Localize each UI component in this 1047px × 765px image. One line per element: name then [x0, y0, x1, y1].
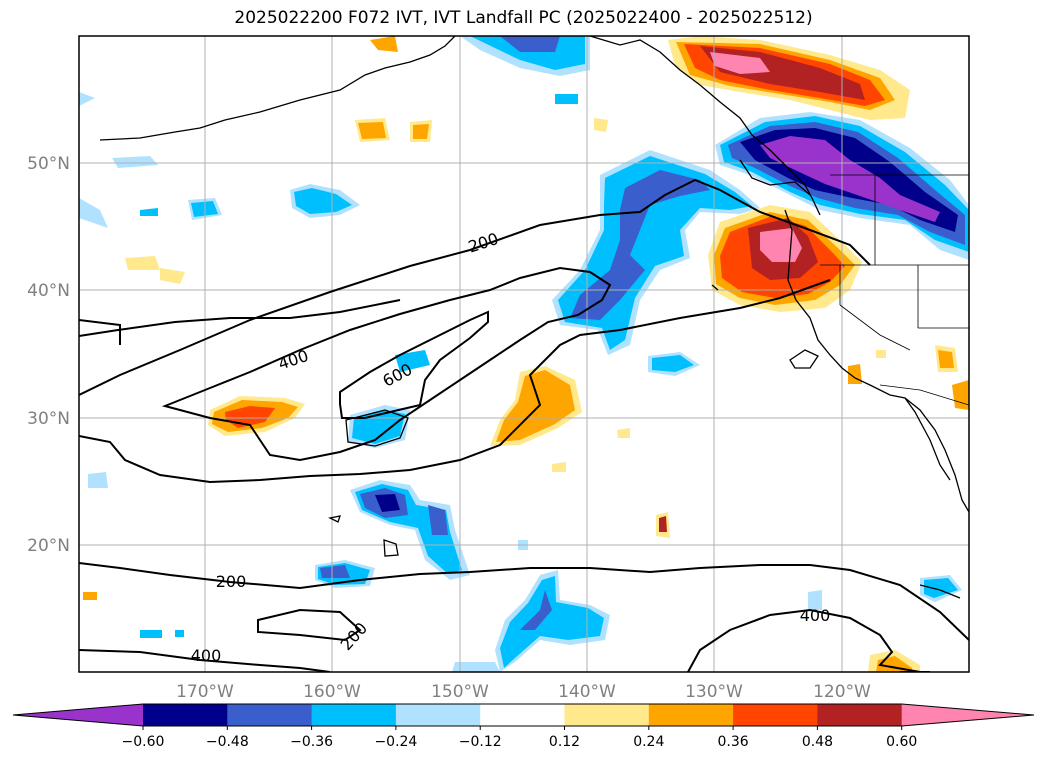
lon-label: 130°W — [685, 682, 743, 702]
pc-patch — [659, 516, 667, 532]
contour-400 — [79, 299, 401, 337]
pc-patch — [294, 188, 352, 214]
pc-patch — [160, 268, 185, 284]
colorbar-swatch — [143, 704, 228, 726]
colorbar-swatch — [648, 704, 734, 726]
negative-anomaly-patches — [79, 36, 969, 672]
contour-200 — [79, 279, 831, 484]
contour-200 — [79, 562, 969, 641]
pc-patch — [125, 256, 160, 270]
pc-patch — [140, 208, 158, 216]
lon-label: 160°W — [303, 682, 361, 702]
colorbar-tick-label: −0.12 — [459, 734, 502, 750]
colorbar-tick-label: −0.48 — [206, 734, 249, 750]
lat-label: 20°N — [27, 536, 70, 556]
pc-patch — [140, 630, 162, 638]
lat-label: 30°N — [27, 409, 70, 429]
contour-label: 200 — [337, 619, 372, 654]
pc-patch — [428, 505, 448, 535]
colorbar: −0.60 −0.48 −0.36 −0.24 −0.12 0.12 0.24 0.36 0.4… — [12, 703, 1035, 750]
pc-patch — [79, 198, 108, 228]
borders — [820, 174, 969, 406]
map-title: 2025022200 F072 IVT, IVT Landfall PC (20… — [234, 8, 813, 28]
lon-label: 170°W — [176, 682, 234, 702]
pc-patch — [83, 592, 97, 600]
contour-400 — [687, 608, 921, 672]
map-frame — [78, 35, 970, 673]
colorbar-swatch — [733, 704, 818, 726]
pc-patch — [496, 370, 575, 442]
colorbar-swatch — [817, 704, 903, 726]
pc-patch — [760, 136, 940, 222]
lat-label: 40°N — [27, 281, 70, 301]
pc-patch — [500, 576, 604, 668]
contour-label: 400 — [191, 646, 222, 665]
colorbar-tick-label: 0.12 — [549, 734, 580, 750]
pc-patch — [413, 124, 429, 139]
pc-patch — [876, 350, 886, 358]
pc-patch — [710, 52, 770, 74]
positive-anomaly-patches — [83, 36, 969, 672]
colorbar-tick-label: 0.60 — [886, 734, 917, 750]
colorbar-swatch — [395, 704, 481, 726]
pc-patch — [79, 92, 95, 106]
colorbar-swatch — [480, 704, 565, 726]
contour-label: 400 — [800, 606, 831, 625]
pc-patch — [112, 156, 158, 168]
pc-patch — [500, 36, 560, 52]
contour-labels: 200 400 600 200 200 400 400 — [191, 229, 831, 665]
colorbar-tick-label: −0.36 — [290, 734, 333, 750]
pc-patch — [952, 380, 969, 410]
ivt-contours — [79, 178, 969, 672]
colorbar-extend-min — [13, 704, 143, 726]
contour-400 — [79, 319, 121, 345]
pc-patch — [924, 578, 958, 598]
contour-label: 400 — [276, 346, 311, 374]
contour-200 — [79, 178, 871, 396]
pc-patch — [520, 590, 552, 630]
lat-label: 50°N — [27, 154, 70, 174]
contour-label: 200 — [216, 572, 247, 591]
pc-patch — [358, 122, 386, 139]
pc-patch — [88, 472, 108, 488]
contour-400 — [79, 649, 331, 672]
pc-patch — [395, 350, 430, 372]
colorbar-tick-label: −0.24 — [374, 734, 417, 750]
colorbar-tick-label: 0.24 — [633, 734, 664, 750]
contour-label: 200 — [466, 229, 501, 257]
pc-patch — [652, 355, 694, 372]
pc-patch — [175, 630, 184, 637]
colorbar-extend-max — [901, 704, 1034, 726]
pc-patch — [552, 462, 566, 472]
latitude-labels: 50°N 40°N 30°N 20°N — [27, 154, 70, 556]
colorbar-tick-label: 0.48 — [802, 734, 833, 750]
colorbar-swatch — [311, 704, 397, 726]
graticule — [79, 36, 969, 672]
pc-patch — [452, 662, 500, 672]
pc-patch — [808, 590, 822, 610]
pc-patch — [594, 118, 608, 132]
colorbar-swatch — [564, 704, 650, 726]
colorbar-swatch — [227, 704, 313, 726]
lon-label: 150°W — [431, 682, 489, 702]
map-content: 200 400 600 200 200 400 400 — [79, 36, 969, 672]
colorbar-tick-label: −0.60 — [122, 734, 165, 750]
longitude-labels: 170°W 160°W 150°W 140°W 130°W 120°W — [176, 682, 871, 702]
pc-patch — [320, 565, 350, 578]
contour-200 — [257, 608, 362, 642]
lon-label: 120°W — [813, 682, 871, 702]
contour-600 — [339, 310, 489, 419]
pc-patch — [370, 36, 398, 52]
pc-patch — [938, 350, 954, 368]
coastlines — [99, 36, 969, 599]
pc-patch — [555, 94, 578, 104]
pc-patch — [617, 428, 630, 438]
lon-label: 140°W — [558, 682, 616, 702]
pc-patch — [375, 494, 400, 512]
colorbar-tick-label: 0.36 — [718, 734, 749, 750]
contour-400 — [161, 266, 612, 462]
